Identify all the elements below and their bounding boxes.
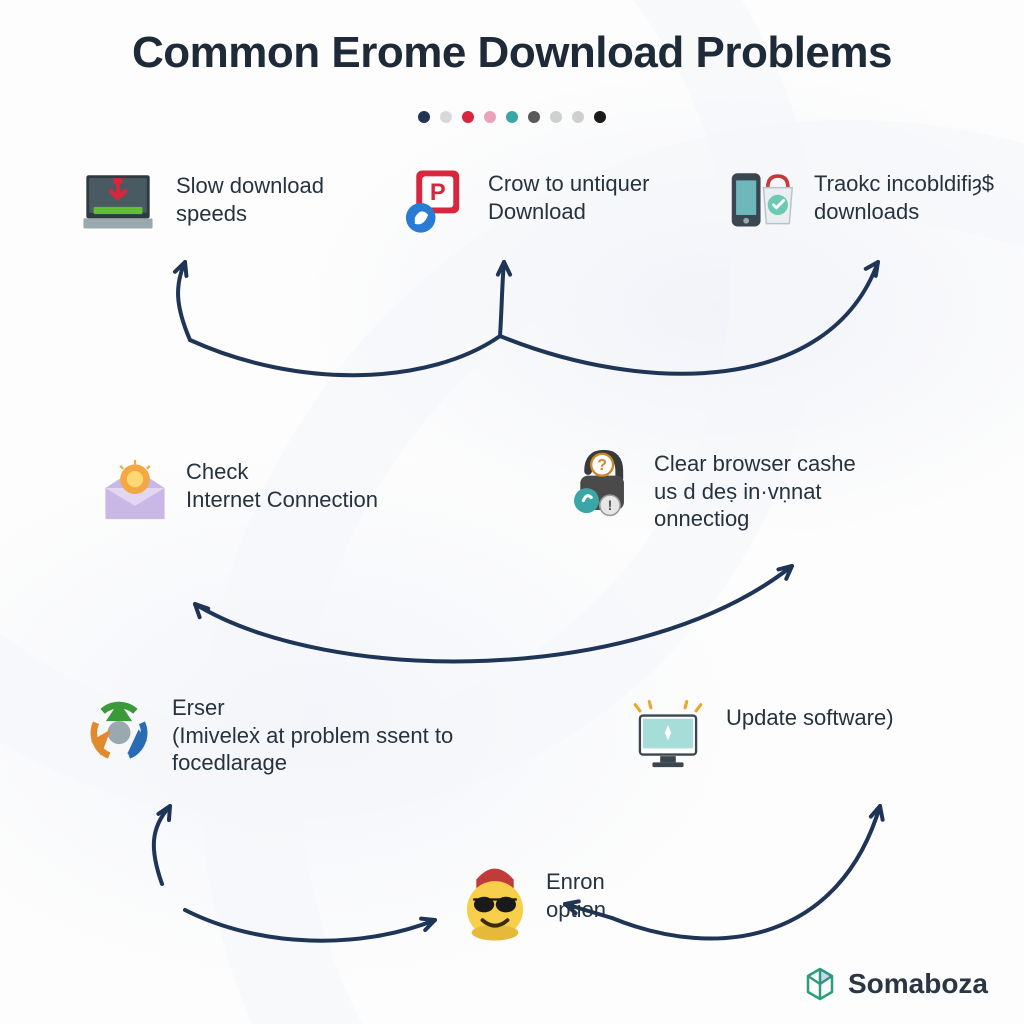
idea-mail-icon	[96, 454, 174, 528]
dot	[528, 111, 540, 123]
phone-bag-icon-wrap	[722, 166, 802, 238]
item-erser: Erser(Imiveleẋ at problem ssent tofocedl…	[78, 690, 453, 777]
monitor-download-icon-wrap	[72, 168, 164, 240]
item-check-internet: CheckInternet Connection	[96, 454, 378, 528]
brand-logo: Somaboza	[802, 966, 988, 1002]
dot	[440, 111, 452, 123]
dot	[506, 111, 518, 123]
monitor-download-icon	[72, 168, 164, 240]
monitor-sparkle-icon	[622, 700, 714, 778]
item-label: Traokc incobldifiȝ$downloads	[814, 166, 994, 225]
dot	[484, 111, 496, 123]
item-label: Crow to untiquerDownload	[488, 166, 649, 225]
lock-question-icon-wrap: ? !	[556, 446, 642, 524]
item-traokc: Traokc incobldifiȝ$downloads	[722, 166, 994, 238]
item-label: Update software)	[726, 700, 894, 732]
item-label: Erser(Imiveleẋ at problem ssent tofocedl…	[172, 690, 453, 777]
item-update-software: Update software)	[622, 700, 894, 778]
item-slow-speeds: Slow downloadspeeds	[72, 168, 324, 240]
svg-text:P: P	[430, 180, 446, 206]
svg-text:?: ?	[597, 457, 607, 474]
lock-question-icon: ? !	[556, 446, 642, 524]
brand-icon	[802, 966, 838, 1002]
monitor-sparkle-icon-wrap	[622, 700, 714, 778]
p-badge-icon-wrap: P	[398, 166, 476, 240]
cool-emoji-icon	[456, 864, 534, 942]
item-label: Clear browser casheus d deṣ in·vṇnatonne…	[654, 446, 856, 533]
item-clear-cache: ? !Clear browser casheus d deṣ in·vṇnato…	[556, 446, 856, 533]
recycle-icon-wrap	[78, 690, 160, 772]
recycle-icon	[78, 690, 160, 772]
svg-text:!: !	[608, 497, 613, 513]
item-crow-untiquer: P Crow to untiquerDownload	[398, 166, 649, 240]
dot	[572, 111, 584, 123]
dot	[594, 111, 606, 123]
dot	[418, 111, 430, 123]
brand-text: Somaboza	[848, 968, 988, 1000]
page-title: Common Erome Download Problems	[0, 28, 1024, 78]
item-enron-option: Enronoption	[456, 864, 606, 942]
p-badge-icon: P	[398, 166, 476, 240]
idea-mail-icon-wrap	[96, 454, 174, 528]
item-label: Enronoption	[546, 864, 606, 923]
cool-emoji-icon-wrap	[456, 864, 534, 942]
decorative-dots	[0, 108, 1024, 126]
item-label: CheckInternet Connection	[186, 454, 378, 513]
dot	[550, 111, 562, 123]
phone-bag-icon	[722, 166, 802, 238]
dot	[462, 111, 474, 123]
infographic-canvas: Common Erome Download Problems Somaboza	[0, 0, 1024, 1024]
item-label: Slow downloadspeeds	[176, 168, 324, 227]
